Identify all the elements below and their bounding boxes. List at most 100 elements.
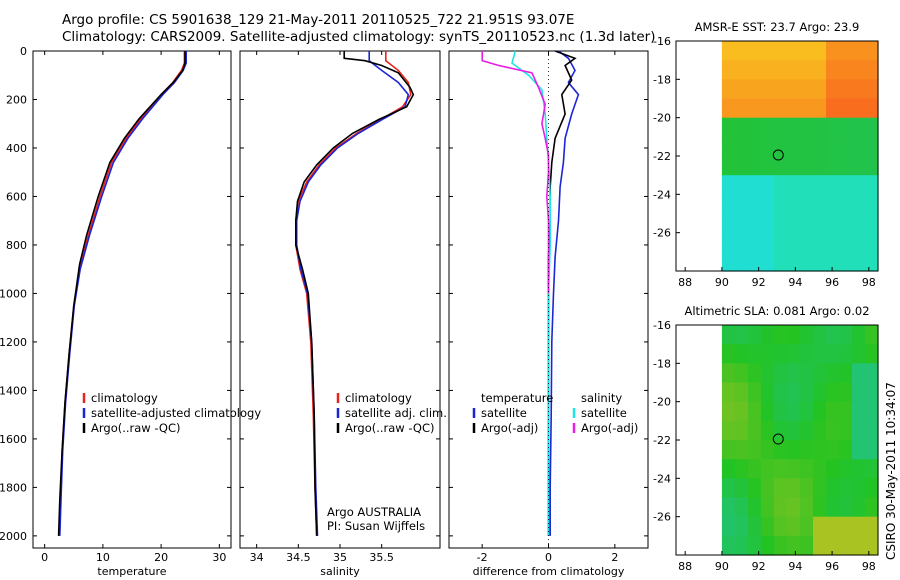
heatmap-cell xyxy=(813,459,827,479)
heatmap-cell xyxy=(800,232,814,253)
heatmap-cell xyxy=(826,175,840,195)
heatmap-cell xyxy=(734,440,749,460)
heatmap-cell xyxy=(747,363,762,384)
map-x-tick-label: 92 xyxy=(752,560,766,573)
heatmap-cell xyxy=(773,382,788,403)
heatmap-cell xyxy=(721,516,736,537)
heatmap-cell xyxy=(800,420,814,441)
heatmap-cell xyxy=(852,478,866,499)
heatmap-cell xyxy=(826,79,840,100)
heatmap-cell xyxy=(852,232,866,253)
heatmap-cell xyxy=(786,478,801,499)
heatmap-cell xyxy=(773,232,788,253)
heatmap-cell xyxy=(721,175,736,195)
heatmap-cell xyxy=(852,156,866,176)
y-tick-label: 1800 xyxy=(0,481,27,494)
y-tick-label: 600 xyxy=(6,190,27,203)
series-line-satellite xyxy=(549,50,580,536)
series-line-climatology xyxy=(294,51,412,536)
heatmap-cell xyxy=(865,325,879,345)
heatmap-cell xyxy=(826,98,840,119)
heatmap-cell xyxy=(747,382,762,403)
heatmap-cell xyxy=(865,401,879,422)
heatmap-cell xyxy=(826,497,840,518)
heatmap-cell xyxy=(852,497,866,518)
x-tick-label: 30 xyxy=(212,551,226,564)
heatmap-cell xyxy=(813,478,827,499)
heatmap-cell xyxy=(800,194,814,215)
heatmap-cell xyxy=(773,478,788,499)
heatmap-cell xyxy=(865,251,879,272)
map-y-tick-label: -22 xyxy=(653,434,671,447)
heatmap-cell xyxy=(734,251,749,272)
map-x-tick-label: 98 xyxy=(862,560,876,573)
heatmap-cell xyxy=(852,136,866,157)
heatmap-cell xyxy=(865,117,879,138)
heatmap-cell xyxy=(839,117,853,138)
heatmap-cell xyxy=(786,156,801,176)
heatmap-cell xyxy=(760,440,775,460)
heatmap-cell xyxy=(839,459,853,479)
heatmap-cell xyxy=(800,535,814,556)
heatmap-cell xyxy=(721,363,736,384)
heatmap-cell xyxy=(839,213,853,234)
heatmap-cell xyxy=(826,251,840,272)
heatmap-cell xyxy=(734,156,749,176)
heatmap-cell xyxy=(747,497,762,518)
heatmap-cell xyxy=(747,98,762,119)
heatmap-cell xyxy=(839,325,853,345)
legend-diff-salinity-label: Argo(-adj) xyxy=(581,421,638,435)
heatmap-cell xyxy=(813,535,827,556)
heatmap-cell xyxy=(813,98,827,119)
series-line-satellite-salinity- xyxy=(511,50,552,536)
heatmap-cell xyxy=(734,325,749,345)
heatmap-cell xyxy=(813,60,827,80)
map-x-tick-label: 94 xyxy=(788,276,802,289)
series-line-argo-raw-qc- xyxy=(57,51,186,536)
x-tick-label: 35 xyxy=(333,551,347,564)
argo-float-marker xyxy=(772,149,784,161)
heatmap-cell xyxy=(800,401,814,422)
heatmap-cell xyxy=(747,251,762,272)
heatmap-cell xyxy=(786,194,801,215)
heatmap-cell xyxy=(813,363,827,384)
map-y-tick-label: -18 xyxy=(653,73,671,86)
heatmap-cell xyxy=(839,516,853,537)
heatmap-cell xyxy=(826,516,840,537)
heatmap-cell xyxy=(852,175,866,195)
heatmap-cell xyxy=(747,79,762,100)
heatmap-cell xyxy=(734,60,749,80)
legend-temperature-label: Argo(..raw -QC) xyxy=(91,421,181,435)
map-x-tick-label: 88 xyxy=(678,560,692,573)
heatmap-cell xyxy=(747,136,762,157)
heatmap-cell xyxy=(721,60,736,80)
heatmap-cell xyxy=(721,459,736,479)
heatmap-cell xyxy=(826,232,840,253)
heatmap-cell xyxy=(813,344,827,364)
heatmap-cell xyxy=(800,325,814,345)
heatmap-cell xyxy=(813,41,827,61)
heatmap-cell xyxy=(786,535,801,556)
heatmap-cell xyxy=(839,344,853,364)
heatmap-cell xyxy=(747,194,762,215)
heatmap-cell xyxy=(786,213,801,234)
heatmap-cell xyxy=(826,440,840,460)
heatmap-cell xyxy=(826,344,840,364)
y-tick-label: 1400 xyxy=(0,384,27,397)
heatmap-cell xyxy=(747,459,762,479)
heatmap-cell xyxy=(800,478,814,499)
y-tick-label: 0 xyxy=(20,45,27,58)
y-tick-label: 1600 xyxy=(0,433,27,446)
heatmap-cell xyxy=(747,60,762,80)
heatmap-cell xyxy=(852,41,866,61)
heatmap-cell xyxy=(747,478,762,499)
heatmap-cell xyxy=(852,344,866,364)
heatmap-cell xyxy=(786,175,801,195)
heatmap-cell xyxy=(826,213,840,234)
heatmap-cell xyxy=(826,41,840,61)
map-y-tick-label: -16 xyxy=(653,35,671,48)
heatmap-cell xyxy=(852,363,866,384)
heatmap-cell xyxy=(800,382,814,403)
heatmap-cell xyxy=(826,136,840,157)
heatmap-cell xyxy=(865,175,879,195)
